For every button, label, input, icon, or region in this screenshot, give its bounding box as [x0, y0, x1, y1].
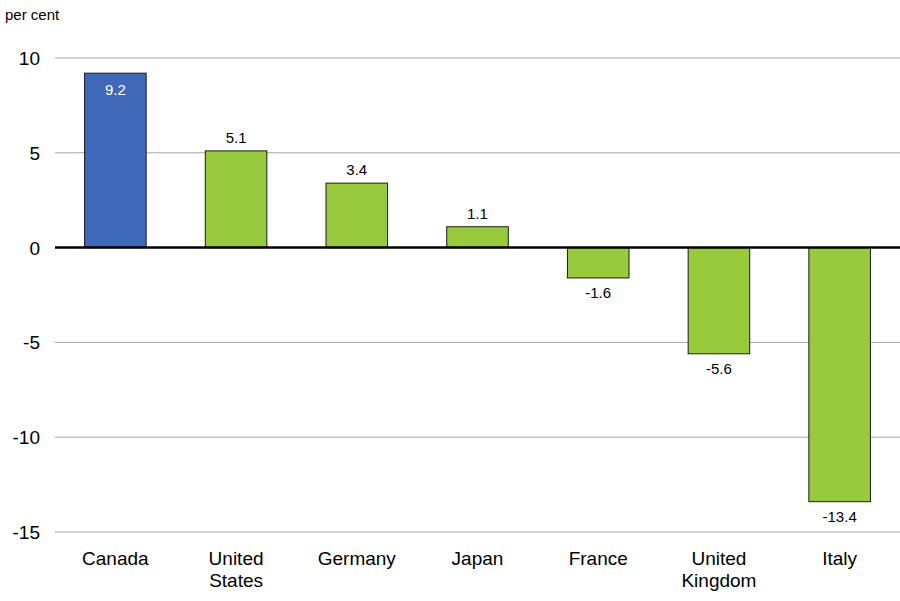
zero-line [55, 246, 900, 249]
y-tick-label: 5 [29, 143, 40, 164]
grid-line [55, 532, 900, 533]
grid-line [55, 152, 900, 153]
bar [447, 227, 509, 248]
grid [55, 58, 900, 532]
y-tick-label: 10 [19, 48, 40, 69]
x-tick-label: Canada [82, 548, 149, 569]
y-tick-label: -5 [23, 332, 40, 353]
data-label: 1.1 [467, 205, 488, 222]
bar [809, 248, 871, 502]
x-tick-label: UnitedKingdom [681, 548, 756, 591]
bar [326, 183, 388, 247]
x-tick-label: France [569, 548, 628, 569]
chart-svg: per cent -15 -10 -5 0 5 10 9.2 5.1 3.4 1.1 -1.6 -5.6… [0, 0, 900, 601]
data-label: 5.1 [226, 129, 247, 146]
chart-container: per cent -15 -10 -5 0 5 10 9.2 5.1 3.4 1.1 -1.6 -5.6… [0, 0, 900, 601]
x-tick-label: Germany [318, 548, 397, 569]
bar [567, 248, 629, 278]
bars [85, 73, 871, 501]
grid-line [55, 58, 900, 59]
y-tick-label: 0 [29, 238, 40, 259]
x-tick-label: Japan [452, 548, 504, 569]
y-tick-label: -10 [13, 427, 40, 448]
bar [688, 248, 750, 354]
bar [205, 151, 267, 248]
data-label: -5.6 [706, 360, 732, 377]
y-axis-label: per cent [5, 6, 60, 23]
grid-line [55, 342, 900, 343]
data-label: -13.4 [823, 508, 857, 525]
x-tick-label: Italy [822, 548, 857, 569]
x-tick-label: UnitedStates [209, 548, 264, 591]
grid-line [55, 437, 900, 438]
bar [85, 73, 147, 247]
data-label: -1.6 [585, 284, 611, 301]
y-tick-label: -15 [13, 522, 40, 543]
data-label: 3.4 [346, 161, 367, 178]
data-label: 9.2 [105, 81, 126, 98]
